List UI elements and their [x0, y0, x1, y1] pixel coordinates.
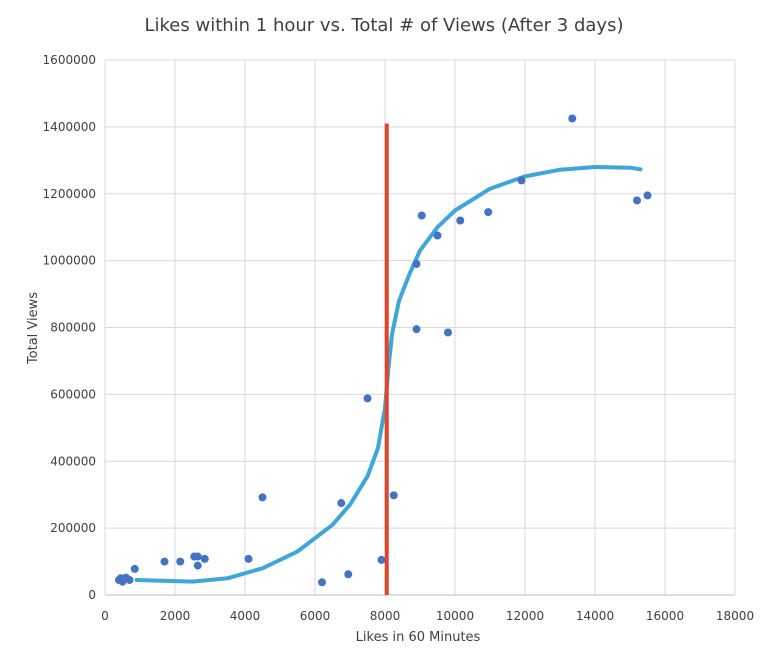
data-point [412, 325, 421, 334]
y-tick-label: 0 [88, 588, 96, 602]
data-point [377, 555, 386, 564]
data-point [318, 578, 326, 587]
data-point [176, 557, 185, 566]
x-tick-label: 0 [101, 609, 109, 623]
trendline [134, 165, 643, 584]
data-point [125, 575, 134, 584]
x-tick-label: 8000 [370, 609, 401, 623]
x-tick-label: 12000 [506, 609, 544, 623]
x-tick-label: 18000 [716, 609, 754, 623]
data-point [130, 564, 139, 573]
y-tick-label: 1400000 [43, 120, 96, 134]
data-point [193, 561, 202, 570]
data-point [258, 493, 267, 502]
y-tick-label: 1000000 [43, 254, 96, 268]
data-point [456, 216, 465, 225]
data-point [200, 554, 209, 563]
y-tick-label: 200000 [50, 521, 96, 535]
y-tick-label: 1200000 [43, 187, 96, 201]
data-point [484, 208, 493, 217]
data-points [115, 114, 652, 587]
y-axis-title: Total Views [26, 292, 41, 365]
data-point [160, 557, 169, 566]
data-point [412, 259, 421, 268]
data-point [193, 552, 202, 561]
x-tick-label: 16000 [646, 609, 684, 623]
data-point [517, 176, 526, 185]
x-tick-label: 6000 [300, 609, 331, 623]
data-point [417, 211, 426, 220]
data-point [389, 491, 398, 500]
tick-labels: 0 2000 4000 6000 8000 10000 12000 14000 16000 180… [43, 53, 755, 623]
data-point [568, 114, 577, 123]
y-tick-label: 600000 [50, 387, 96, 401]
x-axis-title: Likes in 60 Minutes [356, 630, 481, 645]
data-point [433, 231, 442, 240]
y-tick-label: 400000 [50, 454, 96, 468]
data-point [633, 196, 641, 205]
x-tick-label: 4000 [230, 609, 261, 623]
x-tick-label: 14000 [576, 609, 614, 623]
y-tick-label: 800000 [50, 321, 96, 335]
data-point [344, 570, 353, 579]
x-tick-label: 10000 [436, 609, 474, 623]
chart-title: Likes within 1 hour vs. Total # of Views… [144, 15, 623, 36]
data-point [337, 499, 346, 508]
data-point [244, 554, 253, 563]
data-point [363, 394, 372, 403]
y-tick-label: 1600000 [43, 53, 96, 67]
data-point [444, 328, 452, 337]
data-point [643, 191, 652, 200]
x-tick-label: 2000 [160, 609, 191, 623]
